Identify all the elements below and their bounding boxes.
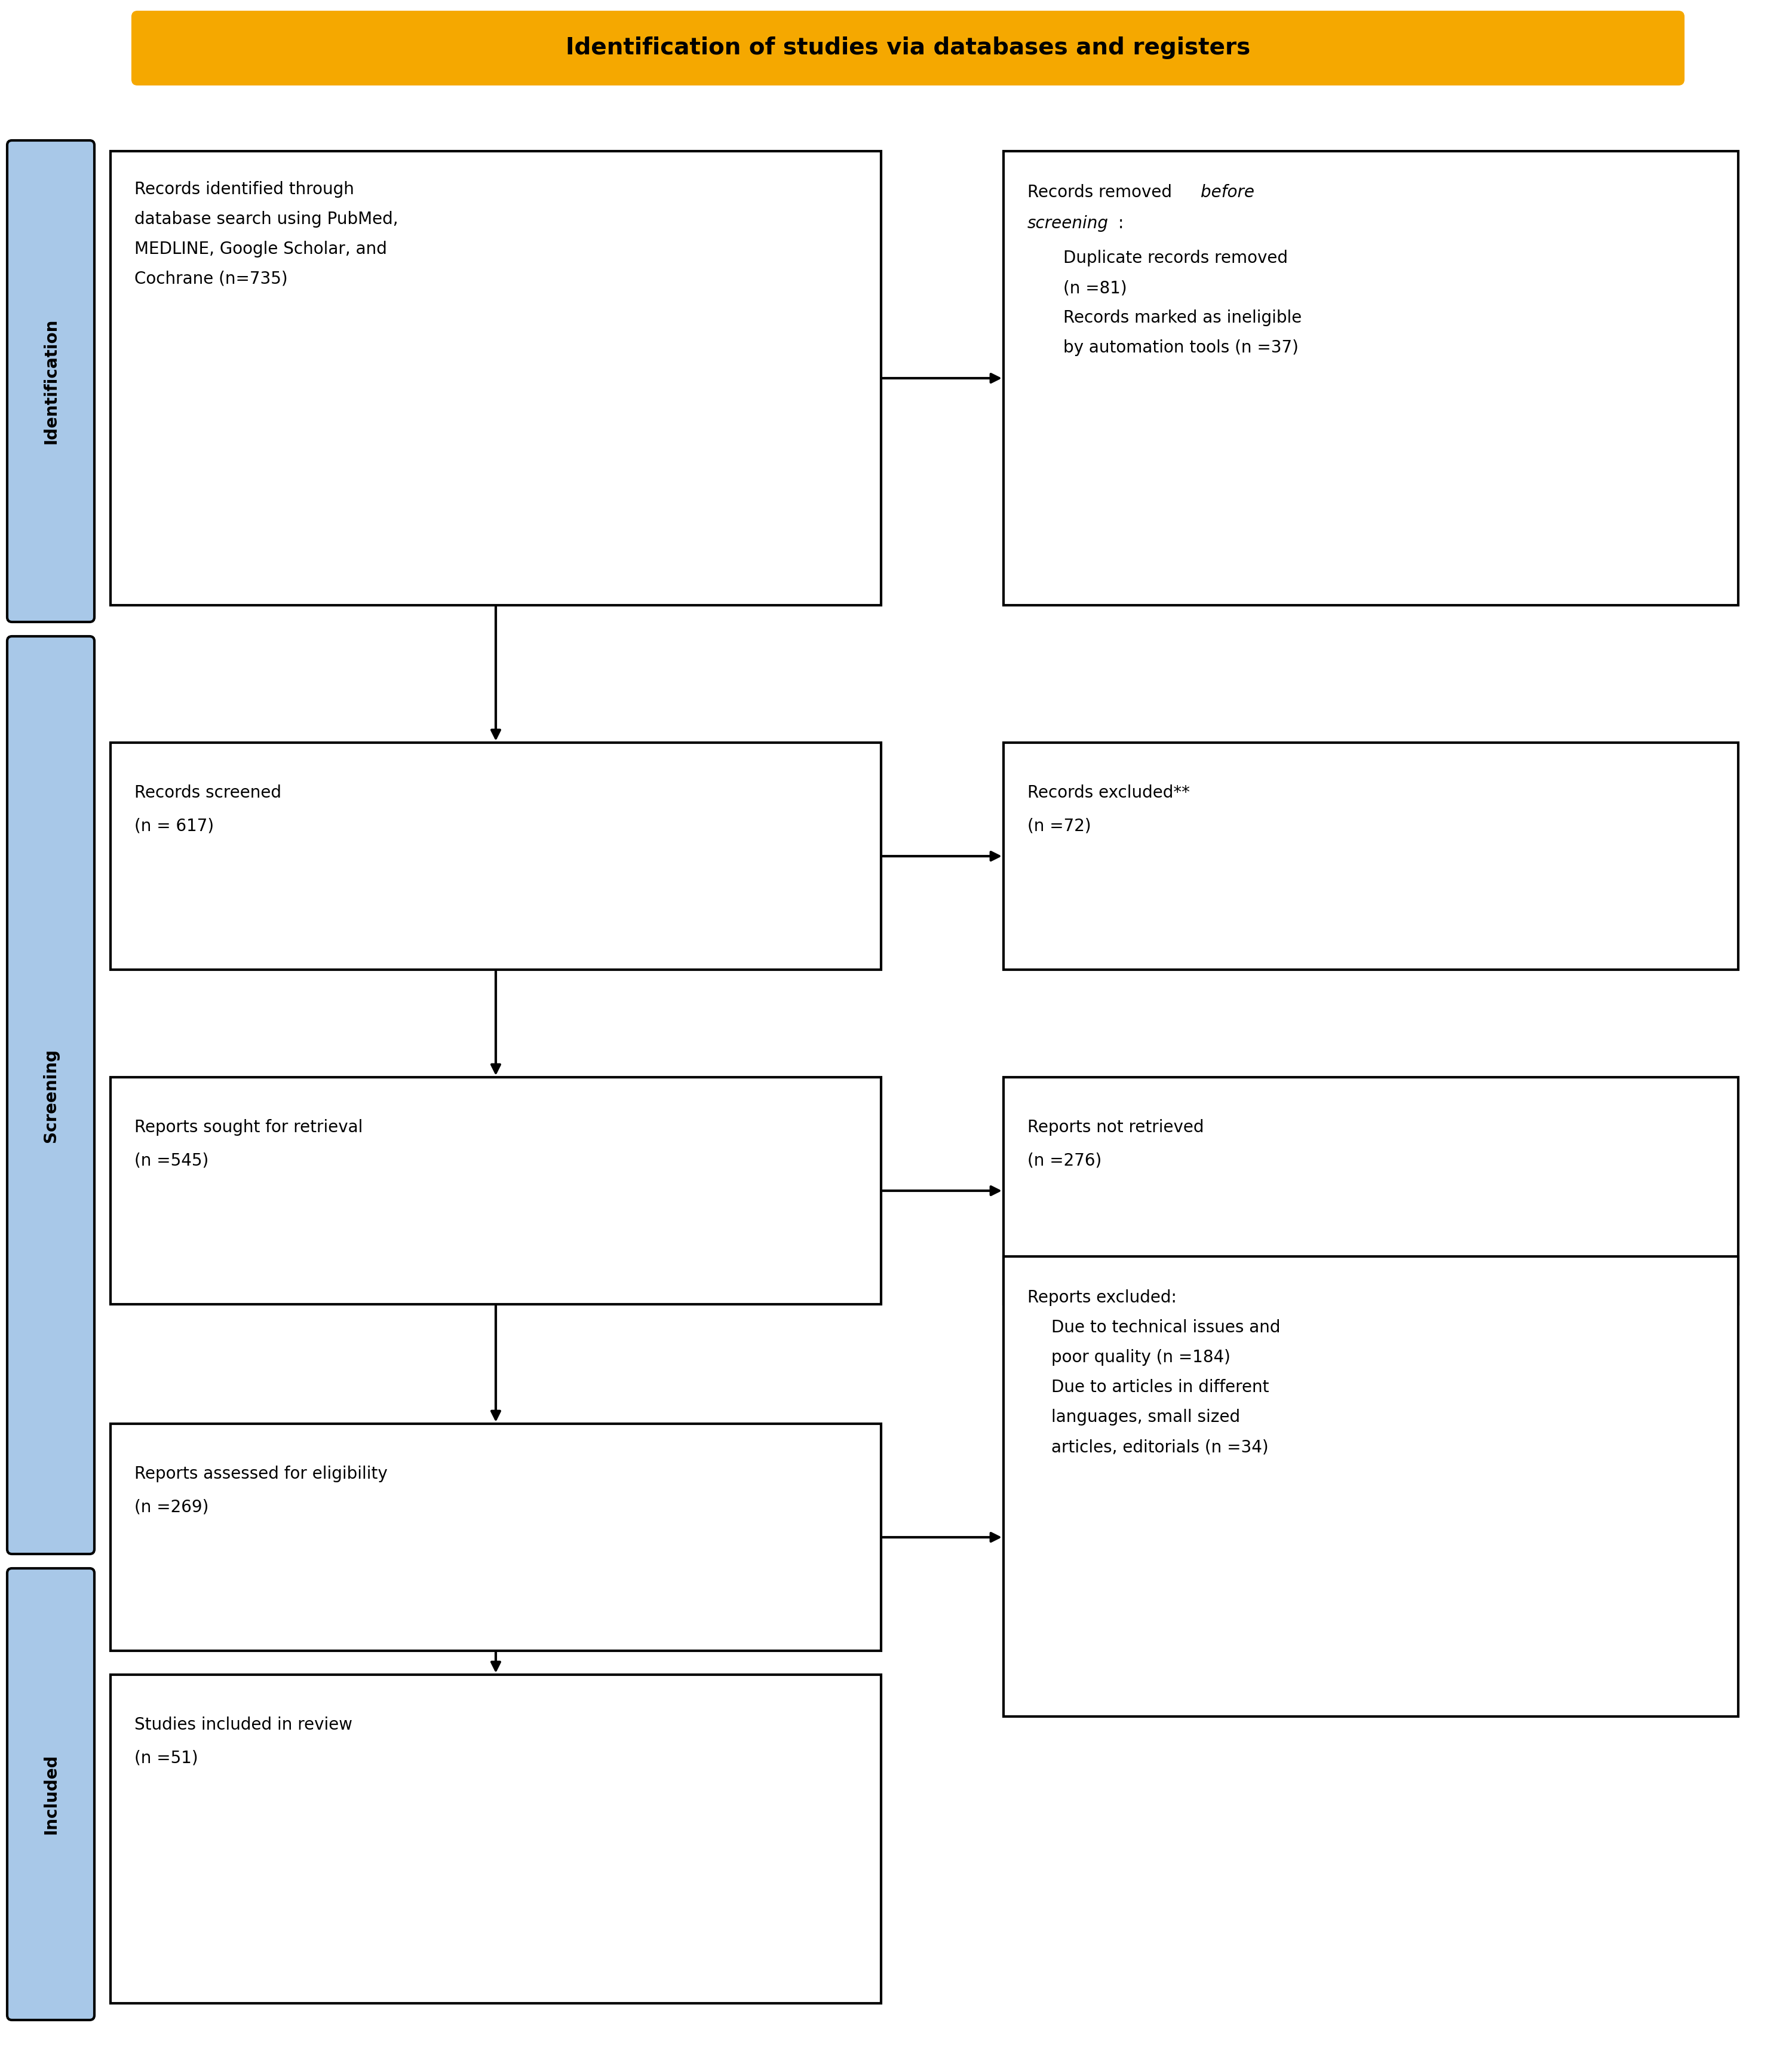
FancyBboxPatch shape — [7, 141, 95, 623]
Text: languages, small sized: languages, small sized — [1052, 1409, 1240, 1426]
Text: Included: Included — [43, 1755, 59, 1835]
Text: Records screened: Records screened — [134, 784, 281, 801]
Text: screening: screening — [1027, 215, 1109, 232]
Text: Cochrane (n=735): Cochrane (n=735) — [134, 271, 289, 288]
FancyBboxPatch shape — [111, 743, 882, 970]
FancyBboxPatch shape — [133, 12, 1683, 85]
Text: MEDLINE, Google Scholar, and: MEDLINE, Google Scholar, and — [134, 240, 387, 257]
FancyBboxPatch shape — [111, 1674, 882, 2003]
Text: Records excluded**: Records excluded** — [1027, 784, 1190, 801]
Text: Due to articles in different: Due to articles in different — [1052, 1378, 1269, 1397]
Text: :: : — [1118, 215, 1124, 232]
Text: Records marked as ineligible: Records marked as ineligible — [1063, 310, 1301, 327]
FancyBboxPatch shape — [1004, 151, 1738, 606]
FancyBboxPatch shape — [1004, 743, 1738, 970]
Text: Screening: Screening — [43, 1049, 59, 1142]
Text: Records removed: Records removed — [1027, 184, 1177, 201]
Text: Records identified through: Records identified through — [134, 180, 355, 199]
Text: poor quality (n =184): poor quality (n =184) — [1052, 1349, 1231, 1366]
FancyBboxPatch shape — [111, 1423, 882, 1651]
Text: Identification: Identification — [43, 319, 59, 445]
Text: articles, editorials (n =34): articles, editorials (n =34) — [1052, 1438, 1269, 1455]
Text: Reports excluded:: Reports excluded: — [1027, 1289, 1177, 1306]
Text: (n =269): (n =269) — [134, 1498, 208, 1515]
FancyBboxPatch shape — [111, 1078, 882, 1303]
Text: database search using PubMed,: database search using PubMed, — [134, 211, 398, 228]
FancyBboxPatch shape — [7, 1568, 95, 2019]
Text: (n =545): (n =545) — [134, 1152, 208, 1169]
FancyBboxPatch shape — [7, 637, 95, 1554]
Text: before: before — [1201, 184, 1254, 201]
Text: (n =81): (n =81) — [1063, 279, 1127, 296]
FancyBboxPatch shape — [1004, 1078, 1738, 1303]
Text: (n =276): (n =276) — [1027, 1152, 1102, 1169]
Text: Duplicate records removed: Duplicate records removed — [1063, 250, 1288, 267]
Text: Due to technical issues and: Due to technical issues and — [1052, 1320, 1279, 1337]
Text: Reports not retrieved: Reports not retrieved — [1027, 1119, 1204, 1136]
Text: Identification of studies via databases and registers: Identification of studies via databases … — [566, 37, 1251, 60]
Text: (n =51): (n =51) — [134, 1750, 199, 1767]
Text: Studies included in review: Studies included in review — [134, 1717, 353, 1734]
Text: (n = 617): (n = 617) — [134, 817, 213, 834]
Text: (n =72): (n =72) — [1027, 817, 1091, 834]
Text: Reports assessed for eligibility: Reports assessed for eligibility — [134, 1465, 387, 1481]
FancyBboxPatch shape — [1004, 1256, 1738, 1717]
FancyBboxPatch shape — [111, 151, 882, 606]
Text: Reports sought for retrieval: Reports sought for retrieval — [134, 1119, 362, 1136]
Text: by automation tools (n =37): by automation tools (n =37) — [1063, 339, 1299, 356]
